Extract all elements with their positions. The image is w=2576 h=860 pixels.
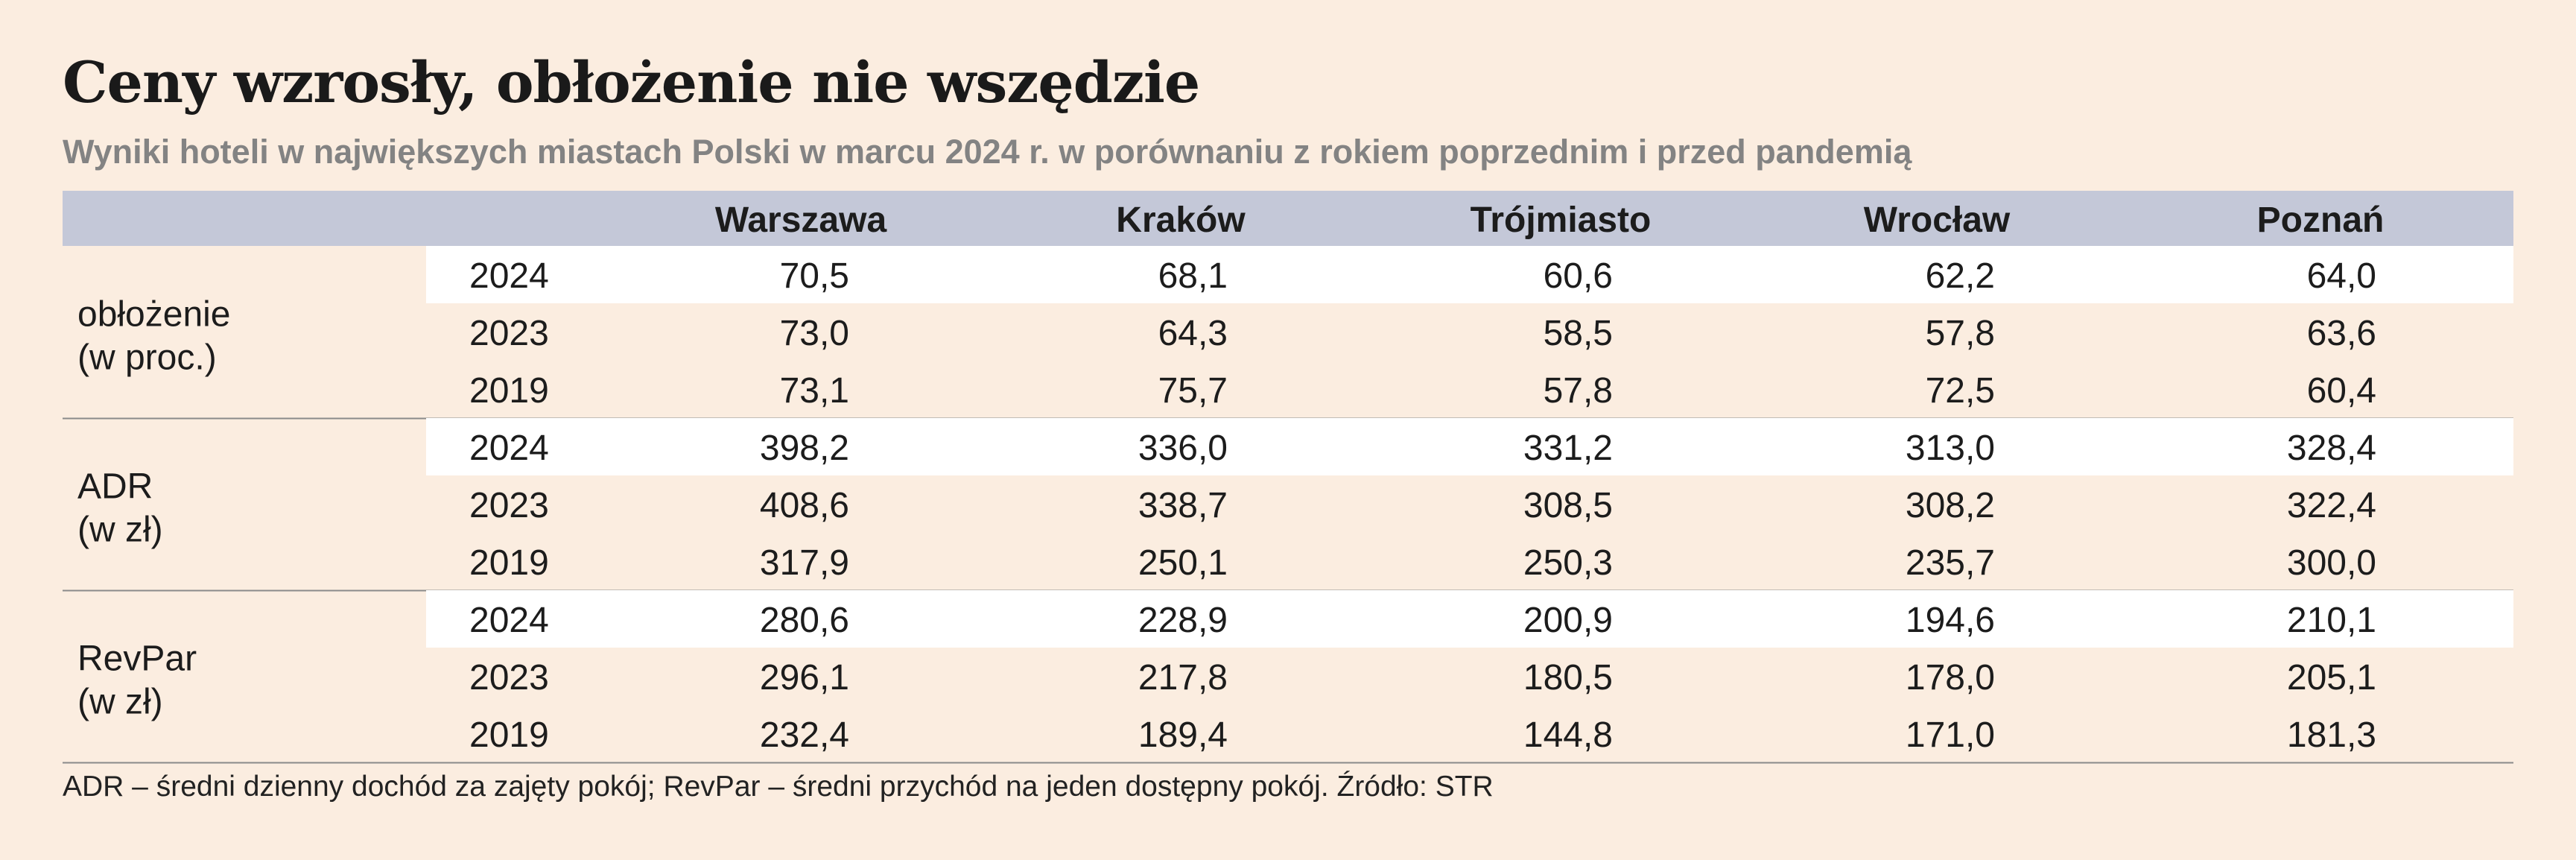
table-cell-value: 60,6 [1544, 256, 1613, 296]
table-cell-value: 58,5 [1544, 314, 1613, 353]
group-label: obłożenie [77, 295, 231, 335]
table-cell-value: 228,9 [1138, 601, 1228, 640]
year-label: 2024 [469, 601, 549, 640]
table-cell-value: 308,2 [1906, 486, 1995, 525]
table-cell-value: 64,3 [1158, 314, 1228, 353]
table-cell-value: 62,2 [1926, 256, 1995, 296]
year-label: 2023 [469, 314, 549, 353]
table-cell-value: 70,5 [780, 256, 849, 296]
table-cell-value: 217,8 [1138, 658, 1228, 698]
table-cell-value: 205,1 [2287, 658, 2376, 698]
table-cell-value: 336,0 [1138, 429, 1228, 468]
group-label: ADR [77, 467, 153, 507]
table-cell-value: 317,9 [760, 543, 849, 583]
table-cell-value: 200,9 [1523, 601, 1613, 640]
column-header: Trójmiasto [1471, 200, 1652, 240]
column-header: Kraków [1116, 200, 1246, 240]
page-title: Ceny wzrosły, obłożenie nie wszędzie [63, 49, 1200, 116]
table-cell-value: 232,4 [760, 715, 849, 755]
highlight-row-band [426, 418, 2513, 475]
table-cell-value: 189,4 [1138, 715, 1228, 755]
table-cell-value: 171,0 [1906, 715, 1995, 755]
year-label: 2019 [469, 543, 549, 583]
table-cell-value: 250,1 [1138, 543, 1228, 583]
table-cell-value: 322,4 [2287, 486, 2376, 525]
table-cell-value: 235,7 [1906, 543, 1995, 583]
year-label: 2019 [469, 371, 549, 411]
year-label: 2024 [469, 256, 549, 296]
group-label: (w zł) [77, 683, 163, 722]
year-label: 2023 [469, 658, 549, 698]
page-subtitle: Wyniki hoteli w największych miastach Po… [63, 133, 1912, 171]
highlight-row-band [426, 590, 2513, 648]
table-cell-value: 280,6 [760, 601, 849, 640]
table-cell-value: 300,0 [2287, 543, 2376, 583]
table-cell-value: 250,3 [1523, 543, 1613, 583]
table-cell-value: 338,7 [1138, 486, 1228, 525]
table-cell-value: 178,0 [1906, 658, 1995, 698]
table-cell-value: 72,5 [1926, 371, 1995, 411]
table-cell-value: 68,1 [1158, 256, 1228, 296]
table-cell-value: 308,5 [1523, 486, 1613, 525]
year-label: 2019 [469, 715, 549, 755]
column-header: Poznań [2257, 200, 2385, 240]
table-cell-value: 331,2 [1523, 429, 1613, 468]
table-cell-value: 328,4 [2287, 429, 2376, 468]
table-cell-value: 180,5 [1523, 658, 1613, 698]
table-cell-value: 73,0 [780, 314, 849, 353]
table-cell-value: 64,0 [2307, 256, 2376, 296]
table-cell-value: 144,8 [1523, 715, 1613, 755]
table-cell-value: 60,4 [2307, 371, 2376, 411]
footnote: ADR – średni dzienny dochód za zajęty po… [63, 771, 1494, 803]
year-label: 2023 [469, 486, 549, 525]
table-cell-value: 313,0 [1906, 429, 1995, 468]
column-header: Warszawa [715, 200, 887, 240]
group-label: (w proc.) [77, 338, 217, 378]
highlight-row-band [426, 246, 2513, 303]
table-cell-value: 75,7 [1158, 371, 1228, 411]
table-cell-value: 181,3 [2287, 715, 2376, 755]
table-cell-value: 398,2 [760, 429, 849, 468]
table-cell-value: 57,8 [1926, 314, 1995, 353]
table-cell-value: 57,8 [1544, 371, 1613, 411]
table-cell-value: 63,6 [2307, 314, 2376, 353]
table-cell-value: 210,1 [2287, 601, 2376, 640]
table-header-band [63, 191, 2513, 246]
table-cell-value: 296,1 [760, 658, 849, 698]
group-label: (w zł) [77, 510, 163, 550]
table-cell-value: 73,1 [780, 371, 849, 411]
group-label: RevPar [77, 639, 197, 679]
table-cell-value: 408,6 [760, 486, 849, 525]
year-label: 2024 [469, 429, 549, 468]
table-cell-value: 194,6 [1906, 601, 1995, 640]
column-header: Wrocław [1864, 200, 2011, 240]
